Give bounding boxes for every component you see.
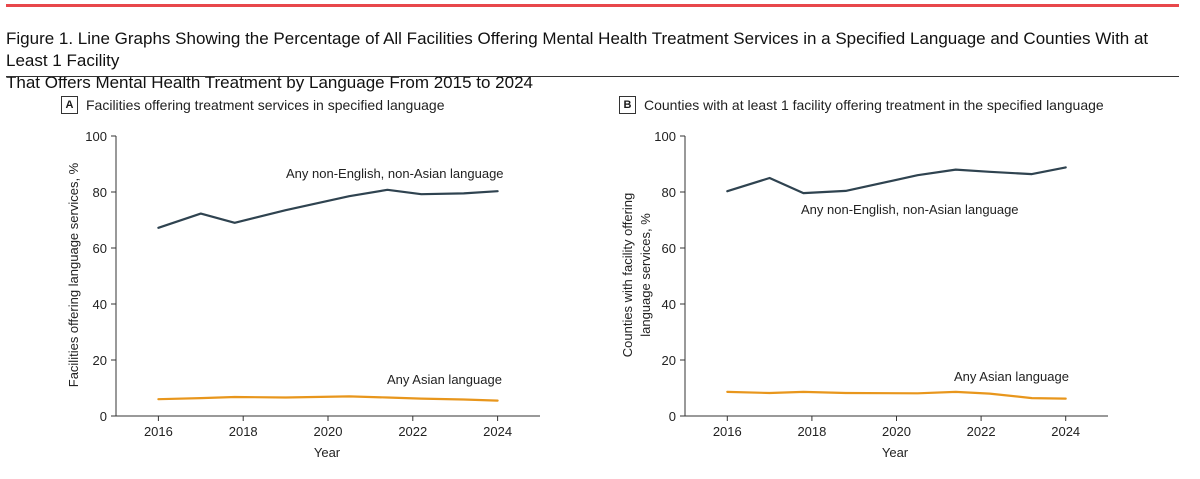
panel-a-series-line-non-asian (157, 188, 499, 229)
panel-b-title: Counties with at least 1 facility offeri… (644, 97, 1104, 113)
panel-a-y-tick-label-80: 80 (93, 185, 107, 200)
panel-b-y-tick-label-60: 60 (662, 241, 676, 256)
panel-b-x-tick-label-2024: 2024 (1051, 424, 1080, 439)
panel-b-x-axis-title: Year (882, 445, 909, 460)
panel-a-series-label-non-asian: Any non-English, non-Asian language (286, 166, 504, 181)
panel-a-x-tick-label-2018: 2018 (229, 424, 258, 439)
panel-b-x-tick-label-2020: 2020 (882, 424, 911, 439)
panel-b-header: B Counties with at least 1 facility offe… (619, 96, 1104, 114)
figure-title-line-2: That Offers Mental Health Treatment by L… (6, 73, 533, 92)
panel-a-header: A Facilities offering treatment services… (61, 96, 444, 114)
panel-a-y-tick-label-60: 60 (93, 241, 107, 256)
figure-title-line-1: Figure 1. Line Graphs Showing the Percen… (6, 29, 1149, 70)
figure-accent-rule (6, 4, 1179, 7)
panel-a-x-axis-title: Year (314, 445, 341, 460)
panel-a-series-label-asian: Any Asian language (387, 372, 502, 387)
panel-b-series-line-non-asian (726, 166, 1067, 195)
panel-b-series-label-asian: Any Asian language (954, 369, 1069, 384)
panel-a: Year Facilities offering language servic… (66, 129, 540, 460)
panel-a-x-tick-label-2020: 2020 (314, 424, 343, 439)
panel-a-x-tick-label-2024: 2024 (483, 424, 512, 439)
panel-b: Year Counties with facility offering lan… (620, 129, 1108, 460)
panel-b-y-axis-title-line-1: Counties with facility offering (620, 193, 635, 358)
panel-b-y-tick-label-0: 0 (669, 409, 676, 424)
panel-a-letter: A (61, 96, 78, 114)
panel-a-series-line-asian (157, 395, 499, 402)
panel-b-series-line-asian (726, 390, 1067, 400)
panel-b-y-tick-label-20: 20 (662, 353, 676, 368)
panel-a-y-axis-title: Facilities offering language services, % (66, 162, 81, 387)
panel-a-x-tick-label-2016: 2016 (144, 424, 173, 439)
panel-b-y-tick-label-40: 40 (662, 297, 676, 312)
panel-a-y-tick-label-100: 100 (85, 129, 107, 144)
panel-a-y-tick-label-0: 0 (100, 409, 107, 424)
panel-b-x-tick-label-2018: 2018 (797, 424, 826, 439)
panel-a-title: Facilities offering treatment services i… (86, 97, 445, 113)
panel-a-x-tick-label-2022: 2022 (398, 424, 427, 439)
panel-b-y-tick-label-100: 100 (654, 129, 676, 144)
panel-b-y-axis-title-line-2: language services, % (638, 213, 653, 337)
panel-b-series-label-non-asian: Any non-English, non-Asian language (801, 202, 1019, 217)
panel-a-y-tick-label-40: 40 (93, 297, 107, 312)
panel-b-letter: B (619, 96, 636, 114)
panel-b-y-tick-label-80: 80 (662, 185, 676, 200)
figure-title-rule (6, 76, 1179, 77)
figure-title: Figure 1. Line Graphs Showing the Percen… (6, 28, 1186, 94)
panel-b-x-tick-label-2022: 2022 (967, 424, 996, 439)
panel-b-x-tick-label-2016: 2016 (713, 424, 742, 439)
panel-a-y-tick-label-20: 20 (93, 353, 107, 368)
